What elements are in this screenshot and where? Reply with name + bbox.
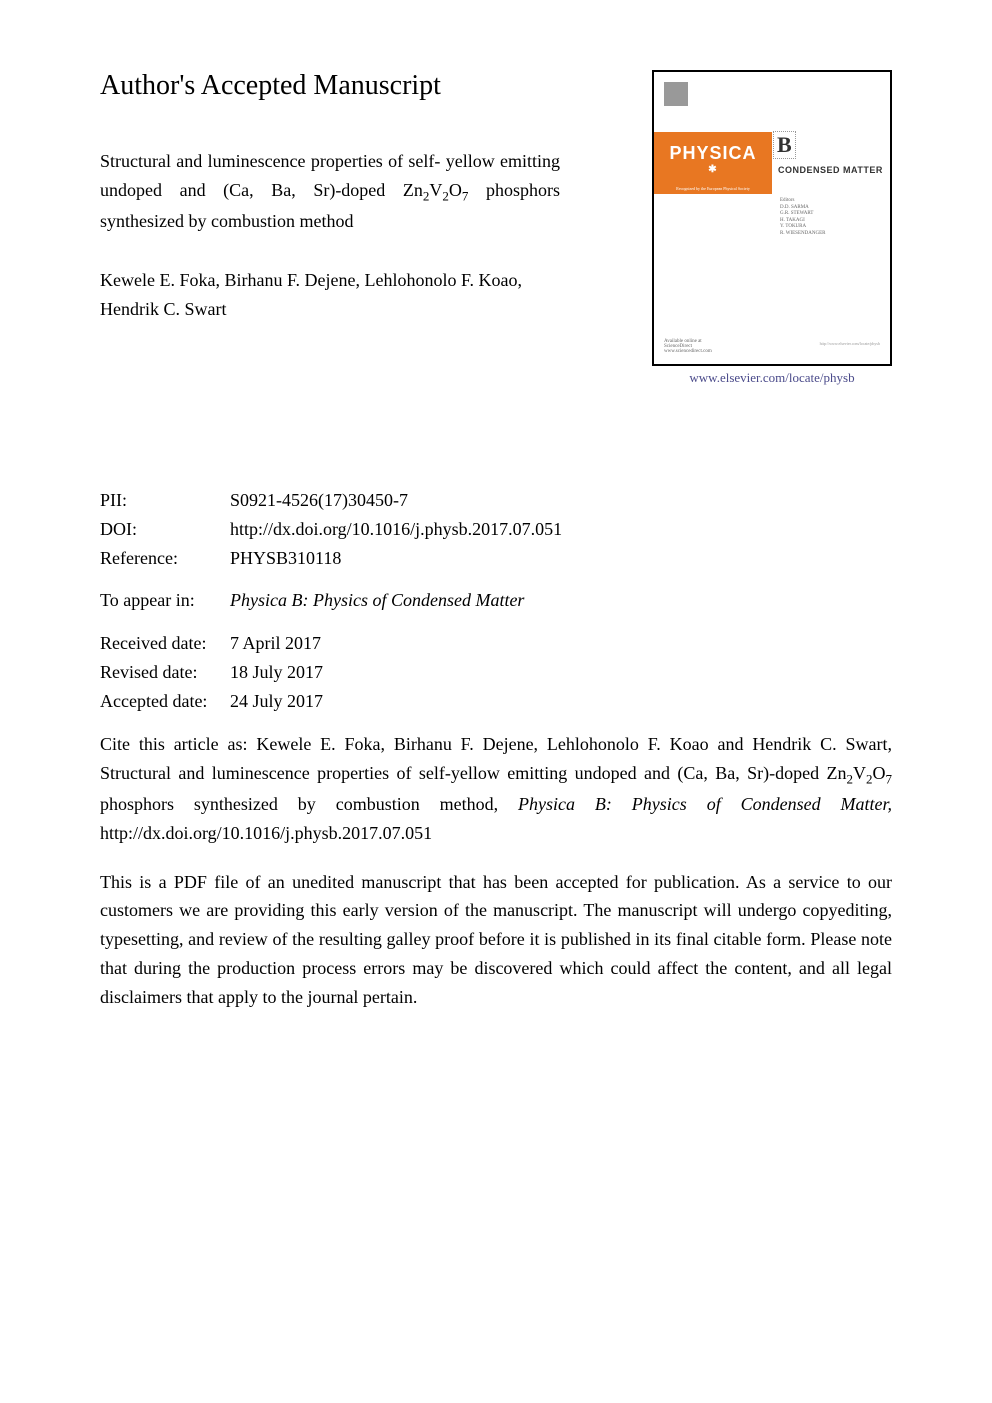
authors: Kewele E. Foka, Birhanu F. Dejene, Lehlo… [100, 266, 560, 324]
editor-5: R. WIESENDANGER [780, 231, 825, 238]
sd-line-3: www.sciencedirect.com [664, 349, 712, 354]
pii-label: PII: [100, 486, 230, 515]
title-formula-mid2: O [449, 180, 462, 200]
page-title: Author's Accepted Manuscript [100, 70, 620, 102]
doi-row: DOI: http://dx.doi.org/10.1016/j.physb.2… [100, 515, 892, 544]
appear-row: To appear in: Physica B: Physics of Cond… [100, 590, 892, 611]
physica-label: PHYSICA ✱ [654, 132, 772, 186]
pii-value: S0921-4526(17)30450-7 [230, 486, 892, 515]
b-label: B [774, 132, 795, 158]
ref-label: Reference: [100, 544, 230, 573]
ref-row: Reference: PHYSB310118 [100, 544, 892, 573]
cover-url[interactable]: www.elsevier.com/locate/physb [652, 370, 892, 386]
received-row: Received date: 7 April 2017 [100, 629, 892, 658]
received-label: Received date: [100, 629, 230, 658]
citation-block: Cite this article as: Kewele E. Foka, Bi… [100, 730, 892, 848]
cover-thumbnail: PHYSICA ✱ CONDENSED MATTER B Recognized … [652, 70, 892, 366]
pii-row: PII: S0921-4526(17)30450-7 [100, 486, 892, 515]
cover-editors: Editors D.D. SARMA G.R. STEWART H. TAKAG… [780, 198, 825, 237]
revised-row: Revised date: 18 July 2017 [100, 658, 892, 687]
sciencedirect-block: Available online at ScienceDirect www.sc… [664, 339, 712, 354]
title-line-4: method [299, 211, 353, 231]
accepted-row: Accepted date: 24 July 2017 [100, 687, 892, 716]
cover-band: PHYSICA ✱ CONDENSED MATTER [654, 132, 890, 186]
cite-text-1: Cite this article as: Kewele E. Foka, Bi… [100, 734, 892, 783]
cite-mid-1: V [853, 763, 866, 783]
condensed-matter-label: CONDENSED MATTER [778, 165, 890, 175]
accepted-label: Accepted date: [100, 687, 230, 716]
received-value: 7 April 2017 [230, 629, 892, 658]
cite-journal: Physica B: Physics of Condensed Matter, [518, 794, 892, 814]
metadata-section: PII: S0921-4526(17)30450-7 DOI: http://d… [100, 486, 892, 1012]
cover-right-url: http://www.elsevier.com/locate/physb [820, 341, 880, 346]
article-title: Structural and luminescence properties o… [100, 147, 560, 236]
title-formula-pre: Zn [403, 180, 423, 200]
title-line-1: Structural and luminescence properties o… [100, 151, 440, 171]
appear-value: Physica B: Physics of Condensed Matter [230, 590, 524, 611]
doi-value[interactable]: http://dx.doi.org/10.1016/j.physb.2017.0… [230, 515, 892, 544]
elsevier-tree-icon [664, 82, 688, 106]
cover-subband: Recognized by the European Physical Soci… [654, 186, 772, 194]
title-formula-mid1: V [429, 180, 442, 200]
revised-label: Revised date: [100, 658, 230, 687]
disclaimer-block: This is a PDF file of an unedited manusc… [100, 868, 892, 1012]
doi-label: DOI: [100, 515, 230, 544]
accepted-value: 24 July 2017 [230, 687, 892, 716]
ref-value: PHYSB310118 [230, 544, 892, 573]
physica-text: PHYSICA [669, 143, 756, 164]
cite-mid-2: O [873, 763, 886, 783]
revised-value: 18 July 2017 [230, 658, 892, 687]
journal-cover: PHYSICA ✱ CONDENSED MATTER B Recognized … [652, 70, 892, 386]
cite-sub-3: 7 [886, 771, 893, 786]
cite-text-2: phosphors synthesized by combustion meth… [100, 794, 518, 814]
gear-icon: ✱ [708, 164, 717, 175]
cite-text-3: http://dx.doi.org/10.1016/j.physb.2017.0… [100, 823, 432, 843]
appear-label: To appear in: [100, 590, 230, 611]
